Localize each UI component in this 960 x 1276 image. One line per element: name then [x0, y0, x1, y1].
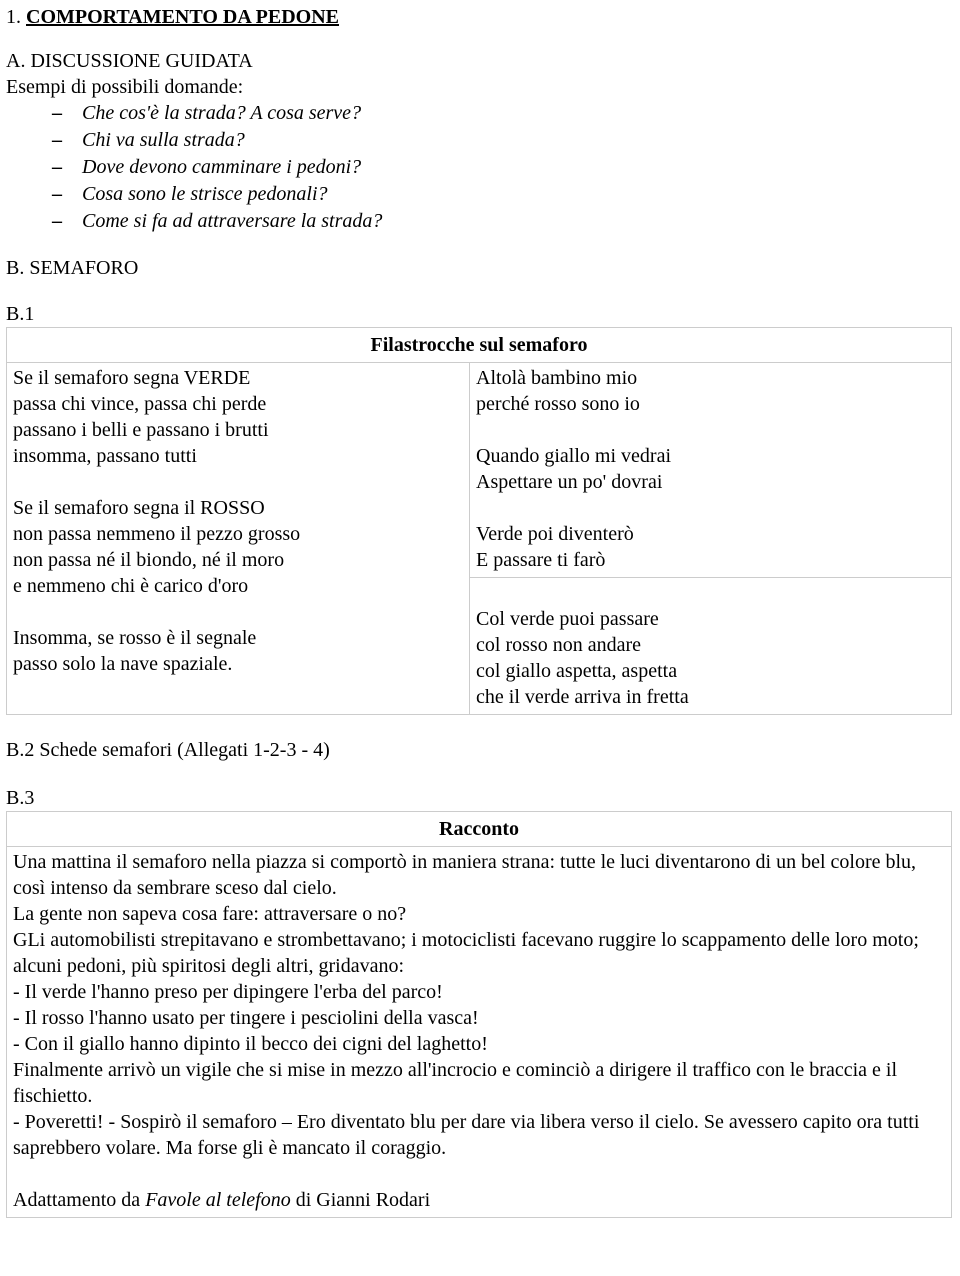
story-line: La gente non sapeva cosa fare: attravers… [13, 903, 406, 925]
story-line: GLi automobilisti strepitavano e strombe… [13, 929, 919, 977]
story-line: Una mattina il semaforo nella piazza si … [13, 851, 916, 899]
section-b-heading: B. SEMAFORO [6, 255, 954, 281]
section-a-intro: Esempi di possibili domande: [6, 74, 954, 100]
credit-prefix: Adattamento da [13, 1189, 145, 1211]
b1-label: B.1 [6, 301, 954, 327]
filastrocche-table: Filastrocche sul semaforo Se il semaforo… [6, 327, 952, 715]
b2-text: B.2 Schede semafori (Allegati 1-2-3 - 4) [6, 737, 954, 763]
story-line: - Il verde l'hanno preso per dipingere l… [13, 981, 443, 1003]
questions-list: Che cos'è la strada? A cosa serve? Chi v… [6, 100, 954, 235]
story-line: Finalmente arrivò un vigile che si mise … [13, 1059, 897, 1107]
question-item: Che cos'è la strada? A cosa serve? [52, 100, 954, 127]
poem-right-top: Altolà bambino mio perché rosso sono io … [476, 365, 945, 573]
poem-right-bottom: Col verde puoi passare col rosso non and… [476, 580, 945, 710]
question-item: Cosa sono le strisce pedonali? [52, 181, 954, 208]
question-item: Chi va sulla strada? [52, 127, 954, 154]
racconto-title: Racconto [7, 812, 952, 847]
credit-suffix: di Gianni Rodari [291, 1189, 430, 1211]
story-line: - Con il giallo hanno dipinto il becco d… [13, 1033, 488, 1055]
title-text: COMPORTAMENTO DA PEDONE [26, 6, 339, 28]
story-line: - Il rosso l'hanno usato per tingere i p… [13, 1007, 479, 1029]
racconto-body: Una mattina il semaforo nella piazza si … [13, 849, 945, 1213]
document-title: 1. COMPORTAMENTO DA PEDONE [6, 4, 954, 30]
poem-left: Se il semaforo segna VERDE passa chi vin… [13, 365, 463, 677]
credit-title: Favole al telefono [145, 1189, 291, 1211]
b3-label: B.3 [6, 785, 954, 811]
question-item: Dove devono camminare i pedoni? [52, 154, 954, 181]
story-credit: Adattamento da Favole al telefono di Gia… [13, 1187, 945, 1213]
filastrocche-title: Filastrocche sul semaforo [7, 328, 952, 363]
section-a-heading: A. DISCUSSIONE GUIDATA [6, 48, 954, 74]
title-number: 1. [6, 6, 26, 28]
story-line: - Poveretti! - Sospirò il semaforo – Ero… [13, 1111, 919, 1159]
racconto-table: Racconto Una mattina il semaforo nella p… [6, 811, 952, 1218]
question-item: Come si fa ad attraversare la strada? [52, 208, 954, 235]
